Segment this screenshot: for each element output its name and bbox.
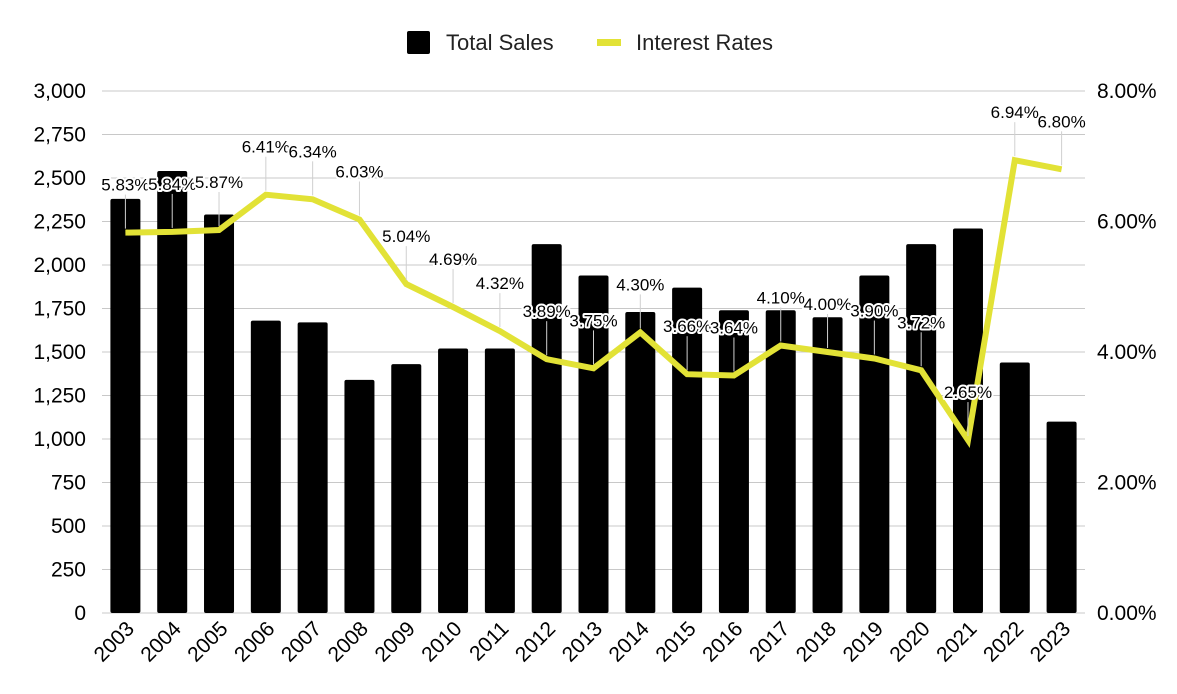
right-axis-tick-label: 6.00% xyxy=(1097,211,1157,234)
x-axis-tick-label: 2014 xyxy=(605,617,655,667)
x-axis-tick-label: 2018 xyxy=(792,617,841,666)
interest-rate-data-labels: 5.83%5.84%5.87% 6.41%6.34% 6.03% 5.04% 4.69%… xyxy=(99,101,1088,437)
x-axis-tick-label: 2013 xyxy=(558,617,607,666)
interest-rate-data-label: 3.90% xyxy=(850,302,898,321)
left-axis-tick-label: 750 xyxy=(51,472,86,495)
left-axis-tick-label: 250 xyxy=(51,559,86,582)
interest-rates-line xyxy=(125,156,1063,449)
sales-bar xyxy=(157,171,188,614)
interest-rate-data-label: 5.04% xyxy=(382,227,430,246)
right-axis-tick-label: 4.00% xyxy=(1097,341,1157,364)
interest-rate-data-label: 3.66% xyxy=(663,317,711,336)
right-axis-tick-label: 0.00% xyxy=(1097,602,1157,625)
left-axis-tick-label: 2,250 xyxy=(33,211,86,234)
right-axis-tick-label: 2.00% xyxy=(1097,472,1157,495)
sales-bar xyxy=(484,348,515,613)
sales-bar xyxy=(1046,421,1077,613)
x-axis-tick-label: 2022 xyxy=(979,617,1028,666)
interest-rate-data-label: 6.80% xyxy=(1037,112,1085,131)
right-axis-tick-label: 8.00% xyxy=(1097,80,1157,103)
right-axis-ticks: 0.00% 2.00% 4.00% 6.00% 8.00% xyxy=(1097,80,1157,625)
x-axis-tick-label: 2005 xyxy=(183,617,232,666)
interest-rate-data-label: 4.30% xyxy=(616,275,664,294)
sales-bar xyxy=(531,244,562,613)
left-axis-tick-label: 2,500 xyxy=(33,167,86,190)
sales-bar xyxy=(765,310,796,613)
left-axis-tick-label: 1,500 xyxy=(33,341,86,364)
interest-rate-data-label: 5.84% xyxy=(148,175,196,194)
x-axis-tick-label: 2021 xyxy=(932,617,981,666)
x-axis-tick-label: 2003 xyxy=(90,617,139,666)
interest-rate-data-label: 3.64% xyxy=(710,318,758,337)
sales-bar xyxy=(297,322,328,613)
x-axis-tick-label: 2007 xyxy=(277,617,326,666)
sales-bar xyxy=(250,320,281,613)
x-axis-tick-label: 2015 xyxy=(651,617,700,666)
interest-rate-data-label: 3.75% xyxy=(569,311,617,330)
interest-rate-data-label: 3.89% xyxy=(523,302,571,321)
left-axis-tick-label: 1,250 xyxy=(33,385,86,408)
sales-bar xyxy=(204,214,235,614)
x-axis-tick-label: 2011 xyxy=(465,617,513,665)
x-axis-tick-label: 2010 xyxy=(417,617,466,666)
sales-bar xyxy=(906,244,937,613)
interest-rate-data-label: 4.32% xyxy=(476,274,524,293)
interest-rate-data-label: 4.10% xyxy=(757,288,805,307)
sales-bar xyxy=(718,310,749,613)
left-axis-tick-label: 2,750 xyxy=(33,124,86,147)
left-axis-tick-label: 1,750 xyxy=(33,298,86,321)
x-axis-tick-label: 2016 xyxy=(698,617,747,666)
x-axis-tick-label: 2019 xyxy=(839,617,888,666)
interest-rate-data-label: 6.03% xyxy=(335,163,383,182)
sales-bar xyxy=(812,317,843,613)
interest-rate-data-label: 4.00% xyxy=(803,295,851,314)
interest-rate-data-label: 6.34% xyxy=(289,142,337,161)
sales-bar xyxy=(438,348,469,613)
legend-swatch-total-sales xyxy=(407,31,430,54)
left-axis-tick-label: 0 xyxy=(74,602,86,625)
sales-bar xyxy=(625,311,656,613)
legend-label-interest-rates: Interest Rates xyxy=(636,30,773,55)
x-axis-tick-label: 2006 xyxy=(230,617,279,666)
x-axis-tick-label: 2012 xyxy=(511,617,560,666)
sales-bar xyxy=(391,364,422,613)
x-axis-tick-label: 2023 xyxy=(1026,617,1075,666)
interest-rate-data-label: 6.41% xyxy=(242,138,290,157)
sales-bar xyxy=(999,362,1030,613)
legend: Total Sales Interest Rates xyxy=(407,30,773,55)
total-sales-bars xyxy=(110,171,1077,614)
left-axis-tick-label: 500 xyxy=(51,515,86,538)
x-axis-tick-label: 2009 xyxy=(370,617,419,666)
interest-rate-data-label: 2.65% xyxy=(944,383,992,402)
sales-bar xyxy=(110,198,141,613)
interest-rate-data-label: 3.72% xyxy=(897,313,945,332)
x-axis-ticks: 2003200420052006200720082009201020112012… xyxy=(90,617,1075,667)
left-axis-tick-label: 3,000 xyxy=(33,80,86,103)
x-axis-tick-label: 2017 xyxy=(745,617,794,666)
x-axis-tick-label: 2004 xyxy=(136,617,186,667)
interest-rate-data-label: 6.94% xyxy=(991,103,1039,122)
left-axis-ticks: 0 250 500 750 1,000 1,250 1,500 1,750 2,000 2,250… xyxy=(33,80,86,625)
legend-swatch-interest-rates xyxy=(597,39,621,46)
sales-bar xyxy=(344,379,375,613)
left-axis-tick-label: 2,000 xyxy=(33,254,86,277)
x-axis-tick-label: 2020 xyxy=(885,617,934,666)
legend-label-total-sales: Total Sales xyxy=(446,30,554,55)
left-axis-tick-label: 1,000 xyxy=(33,428,86,451)
interest-rate-data-label: 5.87% xyxy=(195,173,243,192)
interest-rate-data-label: 4.69% xyxy=(429,250,477,269)
x-axis-tick-label: 2008 xyxy=(324,617,373,666)
interest-rate-data-label: 5.83% xyxy=(101,176,149,195)
